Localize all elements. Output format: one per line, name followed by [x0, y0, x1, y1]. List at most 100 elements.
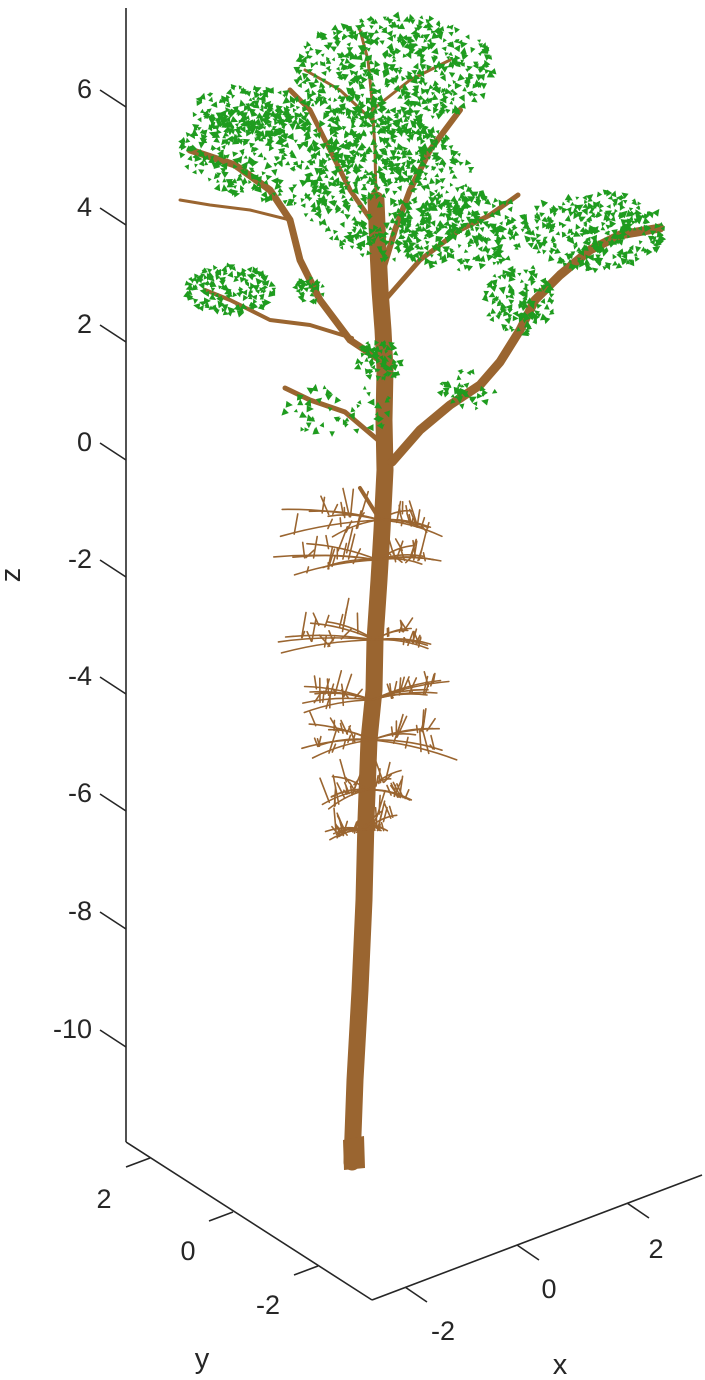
leaf [206, 108, 212, 113]
leaf [310, 154, 317, 160]
leaf [548, 249, 554, 255]
leaf [361, 229, 369, 238]
dead-twig [398, 676, 406, 695]
leaf [349, 62, 356, 70]
leaf [438, 158, 447, 166]
dead-twig [380, 821, 385, 832]
leaf [282, 142, 290, 148]
leaf [342, 64, 350, 71]
dead-branch [302, 697, 373, 704]
dead-twig [327, 561, 330, 570]
leaf [374, 353, 380, 360]
leaf [300, 426, 305, 432]
leaf [434, 86, 441, 95]
leaf [464, 249, 469, 253]
tree-trunk [343, 191, 394, 1171]
leaf [424, 97, 430, 103]
leaf [271, 192, 277, 197]
leaf [198, 169, 205, 175]
leaf [404, 110, 410, 116]
leaf [272, 118, 278, 123]
leaf [627, 234, 631, 239]
leaf [371, 172, 377, 179]
leaf [335, 166, 343, 174]
leaf [414, 222, 420, 227]
leaf [325, 388, 333, 396]
leaf [372, 224, 379, 232]
leaf [611, 198, 619, 206]
leaf [319, 99, 326, 107]
leaf [383, 62, 391, 70]
leaf [583, 199, 588, 204]
leaf [543, 279, 551, 287]
leaf [363, 114, 371, 121]
leaf [419, 77, 425, 84]
leaf [310, 160, 315, 165]
leaf [399, 175, 406, 182]
leaf [426, 146, 433, 152]
leaf [325, 58, 332, 64]
leaf [536, 249, 541, 254]
leaf [318, 120, 326, 128]
leaf [462, 259, 466, 263]
leaf [311, 139, 318, 145]
leaf [403, 116, 409, 123]
dead-twig [352, 782, 358, 794]
leaf [495, 244, 502, 252]
leaf [385, 16, 391, 22]
leaf [508, 286, 515, 294]
leaf [500, 274, 507, 280]
leaf [392, 361, 397, 366]
leaf [252, 99, 260, 107]
leaf [366, 16, 371, 22]
leaf [268, 290, 275, 298]
leaf [357, 168, 362, 173]
leaf [429, 263, 436, 270]
leaf [468, 396, 477, 404]
leaf [354, 174, 361, 181]
leaf [226, 128, 234, 136]
leaf [346, 231, 353, 237]
leaf [405, 204, 413, 211]
leaf [359, 345, 366, 353]
leaf [241, 161, 249, 170]
leaf [508, 236, 513, 241]
leaf [258, 293, 265, 301]
leaf [358, 49, 366, 55]
leaf [498, 258, 504, 265]
dead-branch [326, 621, 376, 641]
dead-twig [356, 612, 359, 635]
leaf [497, 275, 502, 280]
leaf [435, 235, 441, 243]
leaf [418, 22, 423, 27]
leaf [253, 91, 260, 99]
leaf [432, 152, 439, 158]
leaf [340, 161, 348, 169]
leaf [411, 123, 417, 129]
leaf [337, 107, 344, 115]
leaf [490, 308, 496, 314]
leaf [410, 255, 417, 263]
leaf [552, 243, 557, 249]
leaf [384, 188, 390, 195]
leaf [332, 132, 338, 138]
leaf [192, 124, 200, 131]
leaf [381, 256, 390, 263]
leaf [277, 191, 283, 196]
leaf [582, 203, 588, 208]
leaf [410, 230, 418, 238]
leaf [439, 96, 447, 104]
leaf [260, 285, 266, 291]
leaf [480, 42, 487, 49]
leaf [469, 398, 473, 403]
leaf [240, 302, 248, 309]
leaf [467, 196, 476, 203]
leaf [434, 245, 441, 253]
leaf [358, 210, 363, 215]
leaf [217, 150, 224, 158]
leaf [436, 200, 440, 205]
leaf [381, 126, 386, 130]
leaf [393, 84, 401, 93]
leaf [342, 198, 351, 207]
leaf [530, 264, 536, 270]
